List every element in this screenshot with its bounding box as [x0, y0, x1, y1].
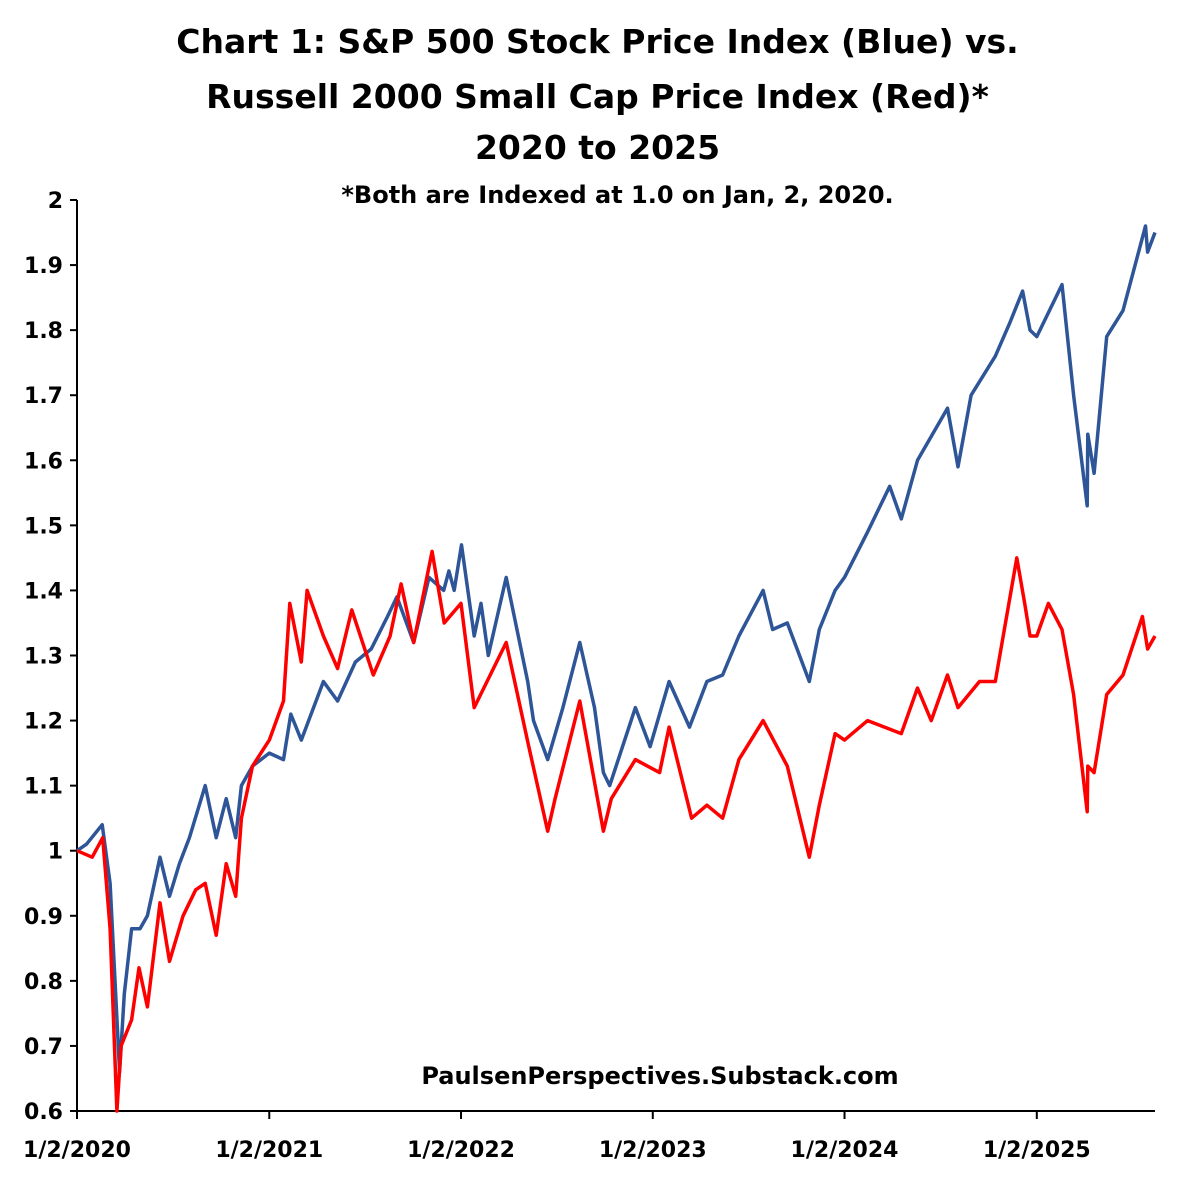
chart-title-line-3: 2020 to 2025: [474, 128, 721, 167]
x-tick-label: 1/2/2024: [791, 1138, 899, 1163]
y-tick-label: 0.8: [24, 970, 63, 995]
sp500-series-line: [76, 224, 1157, 1074]
chart-subtitle: *Both are Indexed at 1.0 on Jan, 2, 2020…: [341, 181, 894, 209]
y-tick-label: 0.7: [24, 1035, 63, 1060]
y-tick-label: 1.5: [24, 514, 63, 539]
y-tick-label: 1.2: [24, 710, 63, 735]
series-layer: [76, 224, 1157, 1113]
russell2000-series-line: [76, 549, 1157, 1113]
y-tick-label: 1.1: [24, 775, 63, 800]
y-tick-label: 1.9: [24, 254, 63, 279]
chart-title-line-2: Russell 2000 Small Cap Price Index (Red)…: [206, 77, 989, 116]
y-tick-label: 1.8: [24, 319, 63, 344]
x-tick-label: 1/2/2021: [215, 1138, 323, 1163]
x-tick-label: 1/2/2022: [407, 1138, 515, 1163]
x-tick-label: 1/2/2023: [599, 1138, 707, 1163]
y-tick-label: 1.4: [24, 579, 63, 604]
axes: 0.6 0.7 0.8 0.9 1 1.1 1.2 1.3 1.4 1.5 1.6 1.7 1.8 1.9…: [23, 189, 1155, 1163]
y-tick-label: 1.3: [24, 645, 63, 670]
y-tick-label: 2: [48, 189, 63, 214]
watermark-annotation: PaulsenPerspectives.Substack.com: [421, 1062, 898, 1090]
y-tick-label: 1: [48, 840, 63, 865]
y-tick-label: 0.6: [24, 1100, 63, 1125]
y-tick-label: 1.7: [24, 384, 63, 409]
y-tick-label: 0.9: [24, 905, 63, 930]
x-tick-label: 1/2/2025: [983, 1138, 1091, 1163]
chart-title-line-1: Chart 1: S&P 500 Stock Price Index (Blue…: [176, 22, 1019, 61]
x-tick-label: 1/2/2020: [23, 1138, 131, 1163]
y-tick-label: 1.6: [24, 449, 63, 474]
